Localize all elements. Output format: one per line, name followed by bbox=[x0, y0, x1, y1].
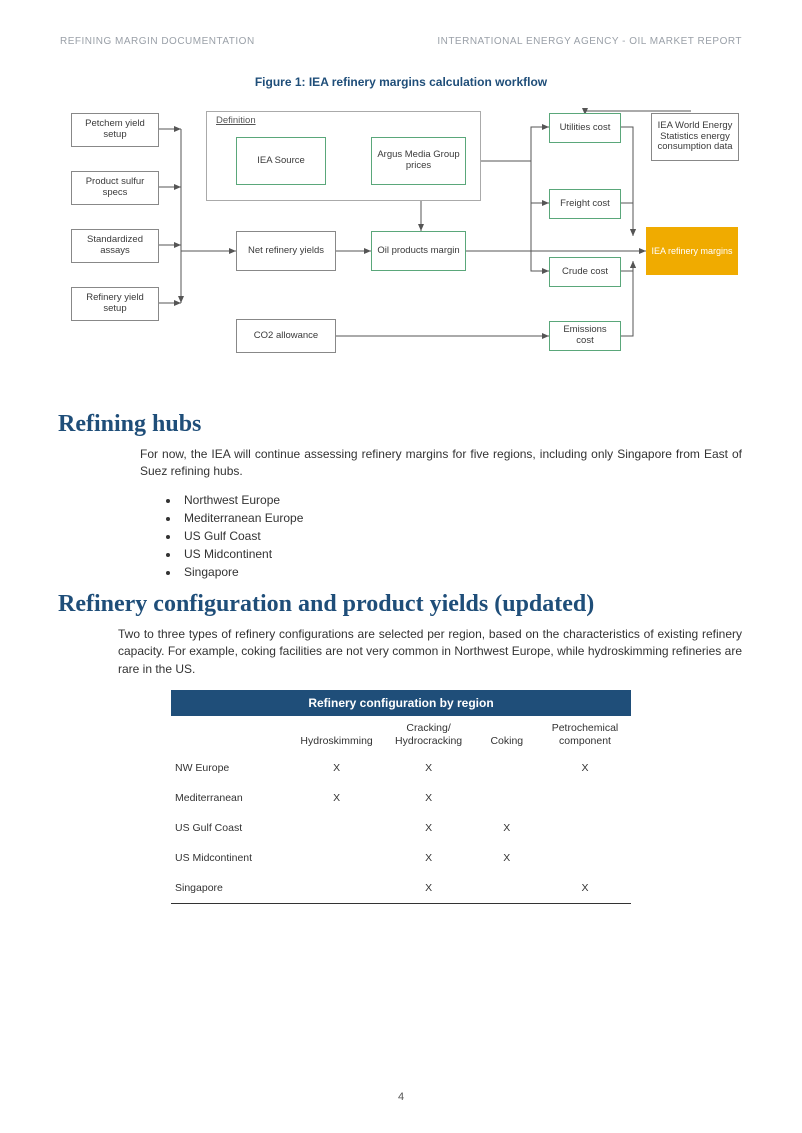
hubs-list: Northwest Europe Mediterranean Europe US… bbox=[180, 493, 742, 579]
col-petrochem: Petrochemicalcomponent bbox=[539, 716, 631, 753]
node-assays: Standardized assays bbox=[71, 229, 159, 263]
cell-mark bbox=[539, 813, 631, 843]
node-crude: Crude cost bbox=[549, 257, 621, 287]
table-title: Refinery configuration by region bbox=[171, 690, 631, 716]
list-item: Singapore bbox=[180, 565, 742, 579]
node-output: IEA refinery margins bbox=[646, 227, 738, 275]
cell-mark: X bbox=[383, 873, 475, 904]
col-cracking: Cracking/Hydrocracking bbox=[383, 716, 475, 753]
cell-mark bbox=[475, 753, 539, 783]
list-item: Mediterranean Europe bbox=[180, 511, 742, 525]
cell-mark bbox=[475, 783, 539, 813]
node-argus: Argus Media Group prices bbox=[371, 137, 466, 185]
cell-mark: X bbox=[539, 753, 631, 783]
col-hydroskimming: Hydroskimming bbox=[291, 716, 383, 753]
table-row: NW EuropeXXX bbox=[171, 753, 631, 783]
node-refyield: Refinery yield setup bbox=[71, 287, 159, 321]
cell-mark: X bbox=[475, 843, 539, 873]
table-row: US Gulf Coast XX bbox=[171, 813, 631, 843]
page-header: REFINING MARGIN DOCUMENTATION INTERNATIO… bbox=[60, 36, 742, 47]
cell-region: Mediterranean bbox=[171, 783, 291, 813]
cell-mark bbox=[539, 843, 631, 873]
node-co2: CO2 allowance bbox=[236, 319, 336, 353]
config-table: Refinery configuration by region Hydrosk… bbox=[171, 690, 631, 904]
config-body: Two to three types of refinery configura… bbox=[118, 626, 742, 678]
node-petchem: Petchem yield setup bbox=[71, 113, 159, 147]
workflow-diagram: Petchem yield setup Product sulfur specs… bbox=[61, 101, 741, 391]
cell-mark: X bbox=[291, 753, 383, 783]
node-emissions: Emissions cost bbox=[549, 321, 621, 351]
cell-mark bbox=[291, 813, 383, 843]
list-item: US Midcontinent bbox=[180, 547, 742, 561]
node-stats: IEA World Energy Statistics energy consu… bbox=[651, 113, 739, 161]
cell-mark: X bbox=[539, 873, 631, 904]
node-iea-source: IEA Source bbox=[236, 137, 326, 185]
page-number: 4 bbox=[0, 1091, 802, 1103]
node-net-yields: Net refinery yields bbox=[236, 231, 336, 271]
node-utilities: Utilities cost bbox=[549, 113, 621, 143]
hubs-body: For now, the IEA will continue assessing… bbox=[140, 446, 742, 481]
header-right: INTERNATIONAL ENERGY AGENCY - OIL MARKET… bbox=[437, 36, 742, 47]
cell-region: NW Europe bbox=[171, 753, 291, 783]
list-item: Northwest Europe bbox=[180, 493, 742, 507]
node-freight: Freight cost bbox=[549, 189, 621, 219]
cell-mark: X bbox=[383, 843, 475, 873]
heading-refinery-config: Refinery configuration and product yield… bbox=[58, 591, 742, 618]
cell-mark bbox=[291, 873, 383, 904]
table-header-row: Hydroskimming Cracking/Hydrocracking Cok… bbox=[171, 716, 631, 753]
node-oil-margin: Oil products margin bbox=[371, 231, 466, 271]
cell-mark: X bbox=[383, 813, 475, 843]
cell-region: US Midcontinent bbox=[171, 843, 291, 873]
cell-region: Singapore bbox=[171, 873, 291, 904]
cell-mark bbox=[291, 843, 383, 873]
col-coking: Coking bbox=[475, 716, 539, 753]
definition-label: Definition bbox=[216, 115, 256, 126]
table-row: Singapore X X bbox=[171, 873, 631, 904]
list-item: US Gulf Coast bbox=[180, 529, 742, 543]
table-row: MediterraneanXX bbox=[171, 783, 631, 813]
col-region bbox=[171, 716, 291, 753]
cell-region: US Gulf Coast bbox=[171, 813, 291, 843]
cell-mark bbox=[475, 873, 539, 904]
cell-mark: X bbox=[383, 783, 475, 813]
figure-title: Figure 1: IEA refinery margins calculati… bbox=[60, 75, 742, 89]
heading-refining-hubs: Refining hubs bbox=[58, 411, 742, 438]
cell-mark: X bbox=[475, 813, 539, 843]
header-left: REFINING MARGIN DOCUMENTATION bbox=[60, 36, 255, 47]
cell-mark: X bbox=[291, 783, 383, 813]
table-row: US Midcontinent XX bbox=[171, 843, 631, 873]
node-sulfur: Product sulfur specs bbox=[71, 171, 159, 205]
cell-mark: X bbox=[383, 753, 475, 783]
cell-mark bbox=[539, 783, 631, 813]
